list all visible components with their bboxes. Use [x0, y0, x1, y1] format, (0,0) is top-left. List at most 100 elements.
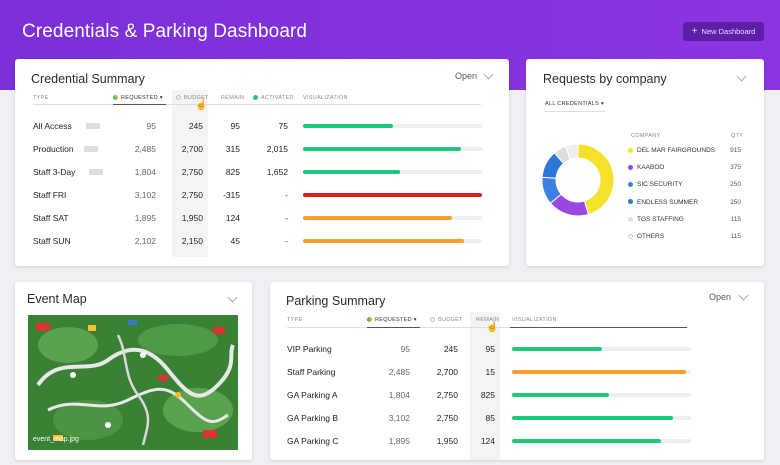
col-requested[interactable]: REQUESTED ▾ [367, 317, 417, 323]
visualization-bar [512, 393, 609, 397]
row-remain: 124 [225, 213, 240, 223]
row-budget: 2,750 [181, 190, 203, 200]
row-remain: -315 [222, 190, 240, 200]
parking-summary-title: Parking Summary [286, 294, 386, 308]
visualization-bar-track [303, 147, 482, 151]
row-remain: 45 [230, 236, 240, 246]
row-budget: 1,950 [436, 436, 458, 446]
credentials-filter-dropdown[interactable]: ALL CREDENTIALS ▾ [545, 101, 605, 107]
new-dashboard-label: New Dashboard [701, 27, 756, 36]
hand-cursor-icon: ☝ [195, 100, 208, 111]
row-type-label: Staff SUN [33, 236, 71, 246]
row-budget: 2,700 [181, 144, 203, 154]
visualization-bar-track [303, 170, 482, 174]
activated-dot-icon [253, 95, 258, 101]
col-budget[interactable]: BUDGET [430, 317, 463, 323]
plus-icon: + [691, 25, 698, 37]
row-requested: 3,102 [134, 190, 156, 200]
budget-dot-icon [430, 317, 435, 323]
info-tag-icon [84, 146, 98, 152]
company-name: DEL MAR FAIRGROUNDS [637, 147, 716, 154]
row-budget: 245 [188, 121, 203, 131]
requests-by-company-title: Requests by company [543, 72, 667, 86]
company-qty: 375 [730, 164, 741, 172]
legend-dot-icon [628, 216, 633, 222]
remain-column-highlight [470, 312, 500, 460]
visualization-bar-track [303, 216, 482, 220]
donut-slice[interactable] [564, 143, 579, 161]
parking-filter-dropdown[interactable]: Open [709, 292, 732, 302]
row-budget: 1,950 [181, 213, 203, 223]
visualization-bar-track [512, 416, 691, 420]
company-name: ENDLESS SUMMER [637, 198, 699, 206]
hand-cursor-icon: ☝ [486, 322, 499, 333]
col-requested[interactable]: REQUESTED ▾ [113, 95, 163, 101]
visualization-bar [303, 124, 393, 128]
company-name: TGS STAFFING [637, 215, 684, 223]
requested-underline [113, 104, 166, 105]
row-remain: 124 [480, 436, 495, 446]
visualization-bar-track [512, 370, 691, 374]
visualization-bar [303, 239, 465, 243]
row-activated: 75 [278, 121, 288, 131]
col-remain[interactable]: REMAIN [476, 317, 500, 323]
company-qty: 115 [730, 233, 741, 240]
row-type-label: GA Parking B [287, 413, 339, 423]
page-title: Credentials & Parking Dashboard [22, 21, 308, 42]
requested-dot-icon [113, 95, 118, 101]
col-budget[interactable]: BUDGET [176, 95, 209, 101]
row-activated: - [285, 190, 288, 200]
budget-column-highlight [172, 90, 208, 257]
company-legend-item[interactable]: KAABOO [628, 164, 664, 171]
col-activated[interactable]: ACTIVATED [253, 95, 294, 101]
visualization-bar [303, 170, 400, 174]
company-legend-item[interactable]: OTHERS [628, 233, 664, 240]
company-legend-item[interactable]: DEL MAR FAIRGROUNDS [628, 147, 715, 154]
col-qty: QTY [731, 133, 744, 139]
company-qty: 915 [730, 147, 741, 154]
map-caption: event_map.jpg [33, 436, 79, 443]
row-budget: 2,750 [436, 390, 458, 400]
legend-dot-icon [628, 233, 633, 239]
col-type: TYPE [33, 95, 49, 101]
visualization-bar-track [512, 393, 691, 397]
row-requested: 1,895 [388, 436, 410, 446]
row-requested: 2,102 [134, 236, 156, 246]
row-activated: - [285, 213, 288, 223]
row-type-label: GA Parking C [287, 436, 339, 446]
col-type: TYPE [287, 317, 303, 323]
company-name: OTHERS [637, 233, 665, 240]
col-visualization: VISUALIZATION [303, 95, 348, 101]
visualization-bar [303, 216, 452, 220]
new-dashboard-button[interactable]: + New Dashboard [683, 22, 764, 41]
info-tag-icon [86, 123, 100, 129]
visualization-bar [303, 147, 461, 151]
header-divider [287, 327, 687, 328]
legend-dot-icon [628, 199, 633, 205]
row-budget: 2,750 [436, 413, 458, 423]
credential-filter-dropdown[interactable]: Open [455, 71, 478, 81]
company-qty: 250 [730, 198, 741, 206]
row-remain: 15 [485, 367, 495, 377]
header-divider [33, 104, 481, 105]
requested-dot-icon [367, 317, 372, 323]
row-requested: 3,102 [388, 413, 410, 423]
row-type-label: GA Parking A [287, 390, 338, 400]
info-tag-icon [89, 169, 103, 175]
visualization-bar-track [512, 347, 691, 351]
budget-dot-icon [176, 95, 181, 101]
company-legend-item[interactable]: ENDLESS SUMMER [628, 199, 698, 206]
row-remain: 95 [485, 344, 495, 354]
row-remain: 825 [480, 390, 495, 400]
company-legend-item[interactable]: SIC SECURITY [628, 181, 683, 188]
legend-dot-icon [628, 182, 633, 188]
company-legend-item[interactable]: TGS STAFFING [628, 216, 684, 223]
row-budget: 2,700 [436, 367, 458, 377]
row-type-label: Staff SAT [33, 213, 69, 223]
event-map-image[interactable] [28, 315, 238, 450]
row-type-label: Staff FRI [33, 190, 67, 200]
requests-by-company-card [526, 59, 764, 266]
visualization-bar-track [303, 193, 482, 197]
col-remain[interactable]: REMAIN [221, 95, 245, 101]
row-type-label: Production [33, 144, 74, 154]
